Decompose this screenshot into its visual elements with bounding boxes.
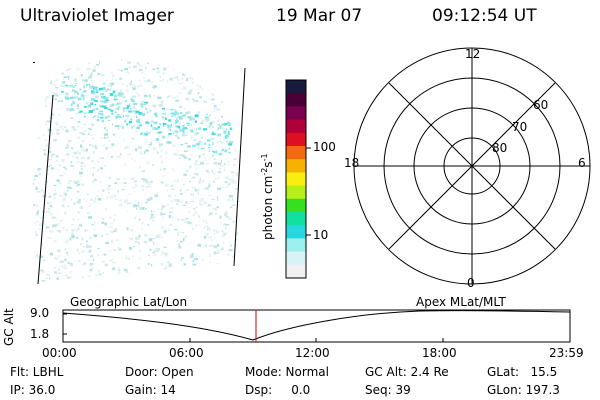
lat-label-60: 60 <box>533 98 549 112</box>
colorbar-band <box>286 225 306 239</box>
timeline-frame <box>62 309 571 343</box>
colorbar-band <box>286 185 306 200</box>
auroral-image <box>32 59 241 282</box>
dot-marker <box>33 62 35 63</box>
glon-value: GLon: 197.3 <box>487 383 560 397</box>
colorbar-band <box>286 80 306 94</box>
gcalt-value: GC Alt: 2.4 Re <box>365 365 449 379</box>
colorbar-band <box>286 159 306 173</box>
timeline-ytick-top: 9.0 <box>30 306 50 320</box>
polar-grid <box>353 47 591 285</box>
colorbar-band <box>286 212 306 226</box>
left-limb-line <box>37 94 54 285</box>
timeline-left-caption: Geographic Lat/Lon <box>70 295 188 309</box>
timeline-ytick-bottom: 1.8 <box>30 327 50 341</box>
colorbar <box>286 80 306 279</box>
timeline-xtick-0: 00:00 <box>42 346 77 360</box>
colorbar-band <box>286 146 306 160</box>
colorbar-band <box>286 264 306 279</box>
date-label: 19 Mar 07 <box>276 6 363 26</box>
lat-label-70: 70 <box>512 120 528 134</box>
mlt-label-12: 12 <box>465 47 481 61</box>
colorbar-band <box>286 106 306 121</box>
instrument-title: Ultraviolet Imager <box>20 6 174 26</box>
altitude-curve <box>62 310 571 341</box>
dsp-value: Dsp: 0.0 <box>245 383 311 397</box>
timeline-xtick-2: 12:00 <box>295 346 330 360</box>
mlt-label-0: 0 <box>467 276 475 290</box>
mode-value: Mode: Normal <box>245 365 329 379</box>
timeline-xtick-3: 18:00 <box>422 346 457 360</box>
right-limb-line <box>233 67 246 267</box>
timeline-right-caption: Apex MLat/MLT <box>416 295 506 309</box>
colorbar-tick-10: 10 <box>313 228 329 242</box>
glat-value: GLat: 15.5 <box>487 365 558 379</box>
lat-label-80: 80 <box>492 141 508 155</box>
seq-value: Seq: 39 <box>365 383 411 397</box>
gain-value: Gain: 14 <box>125 383 176 397</box>
mlt-label-18: 18 <box>344 156 360 170</box>
filter-value: Flt: LBHL <box>10 365 64 379</box>
colorbar-band <box>286 119 306 134</box>
ip-value: IP: 36.0 <box>10 383 56 397</box>
colorbar-band <box>286 132 306 147</box>
colorbar-band <box>286 172 306 187</box>
time-label: 09:12:54 UT <box>432 6 537 26</box>
timeline-xtick-4: 23:59 <box>549 346 584 360</box>
colorbar-band <box>286 198 306 213</box>
colorbar-unit-label: photon cm-2s-1 <box>260 153 275 240</box>
colorbar-frame <box>285 79 307 279</box>
colorbar-band <box>286 251 306 266</box>
timeline-xtick-1: 06:00 <box>169 346 204 360</box>
door-value: Door: Open <box>125 365 194 379</box>
colorbar-band <box>286 93 306 107</box>
colorbar-tick-100: 100 <box>313 140 336 154</box>
colorbar-band <box>286 238 306 253</box>
mlt-label-6: 6 <box>578 156 586 170</box>
timeline-ylabel: GC Alt <box>2 308 16 346</box>
